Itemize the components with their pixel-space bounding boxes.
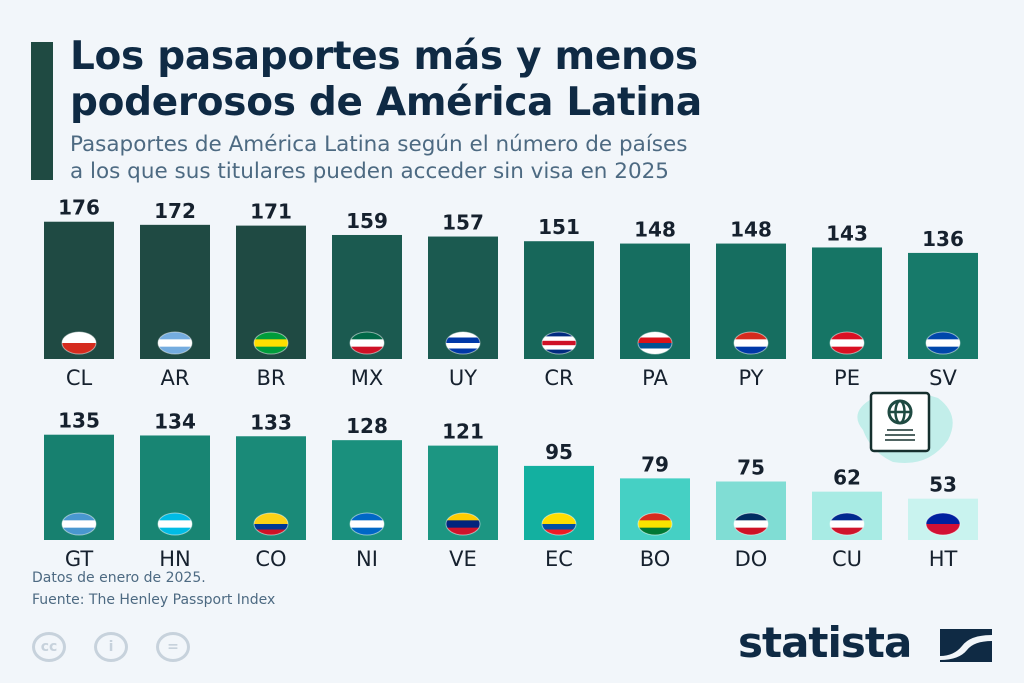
category-label: NI bbox=[356, 547, 378, 571]
category-label: HN bbox=[159, 547, 191, 571]
flag-icon bbox=[157, 512, 193, 536]
category-label: MX bbox=[351, 366, 384, 390]
flag-icon bbox=[349, 512, 385, 536]
flag-icon bbox=[541, 512, 577, 536]
data-label: 121 bbox=[442, 420, 484, 444]
bar-group-co: 133 CO bbox=[236, 410, 306, 571]
flag-icon bbox=[61, 331, 97, 355]
flag-icon bbox=[541, 331, 577, 355]
category-label: PE bbox=[834, 366, 860, 390]
statista-logo-mark-icon bbox=[940, 629, 992, 662]
category-label: CL bbox=[66, 366, 93, 390]
category-label: PY bbox=[738, 366, 763, 390]
flag-icon bbox=[733, 331, 769, 355]
data-label: 128 bbox=[346, 414, 388, 438]
category-label: CR bbox=[544, 366, 573, 390]
data-label: 75 bbox=[737, 456, 765, 480]
data-label: 159 bbox=[346, 209, 388, 233]
data-label: 151 bbox=[538, 215, 580, 239]
flag-icon bbox=[925, 512, 961, 536]
data-label: 95 bbox=[545, 440, 573, 464]
attribution-icon[interactable]: i bbox=[94, 632, 128, 662]
chart-title: Los pasaportes más y menos poderosos de … bbox=[70, 34, 702, 126]
bar-group-sv: 136 SV bbox=[908, 227, 978, 390]
data-label: 53 bbox=[929, 473, 957, 497]
data-label: 172 bbox=[154, 199, 196, 223]
flag-icon bbox=[925, 331, 961, 355]
category-label: UY bbox=[449, 366, 477, 390]
flag-icon bbox=[253, 331, 289, 355]
bar-group-pa: 148 PA bbox=[620, 218, 690, 390]
bar-group-mx: 159 MX bbox=[332, 209, 402, 390]
no-derivatives-icon[interactable]: = bbox=[156, 632, 190, 662]
data-note: Datos de enero de 2025. bbox=[32, 570, 206, 586]
bar-group-py: 148 PY bbox=[716, 218, 786, 390]
statista-logo[interactable]: statista bbox=[738, 618, 912, 667]
title-line-1: Los pasaportes más y menos bbox=[70, 34, 698, 79]
title-accent-bar bbox=[31, 42, 53, 180]
data-label: 171 bbox=[250, 200, 292, 224]
subtitle-line-2: a los que sus titulares pueden acceder s… bbox=[70, 159, 669, 184]
data-label: 134 bbox=[154, 409, 196, 433]
data-label: 136 bbox=[922, 227, 964, 251]
bar-group-cu: 62 CU bbox=[812, 466, 882, 571]
category-label: CO bbox=[255, 547, 286, 571]
category-label: SV bbox=[929, 366, 957, 390]
flag-icon bbox=[61, 512, 97, 536]
category-label: BR bbox=[257, 366, 286, 390]
bar-group-ni: 128 NI bbox=[332, 414, 402, 571]
bar-group-do: 75 DO bbox=[716, 456, 786, 571]
data-label: 143 bbox=[826, 221, 868, 245]
chart-subtitle: Pasaportes de América Latina según el nú… bbox=[70, 131, 687, 185]
bar-group-bo: 79 BO bbox=[620, 452, 690, 571]
category-label: VE bbox=[449, 547, 477, 571]
bar-group-hn: 134 HN bbox=[140, 409, 210, 571]
flag-icon bbox=[829, 331, 865, 355]
flag-icon bbox=[733, 512, 769, 536]
passport-icon bbox=[857, 391, 953, 464]
bar-group-ht: 53 HT bbox=[908, 473, 978, 571]
bar-group-cr: 151 CR bbox=[524, 215, 594, 390]
bar-group-br: 171 BR bbox=[236, 200, 306, 390]
flag-icon bbox=[445, 512, 481, 536]
bar-group-ve: 121 VE bbox=[428, 420, 498, 571]
category-label: AR bbox=[161, 366, 190, 390]
category-label: EC bbox=[545, 547, 573, 571]
flag-icon bbox=[637, 512, 673, 536]
bar-group-gt: 135 GT bbox=[44, 409, 114, 571]
category-label: CU bbox=[832, 547, 862, 571]
cc-icon[interactable]: cc bbox=[32, 632, 66, 662]
source-note: Fuente: The Henley Passport Index bbox=[32, 592, 276, 608]
data-label: 176 bbox=[58, 196, 100, 220]
title-line-2: poderosos de América Latina bbox=[70, 80, 702, 125]
bar-group-uy: 157 UY bbox=[428, 211, 498, 390]
data-label: 157 bbox=[442, 211, 484, 235]
data-label: 133 bbox=[250, 410, 292, 434]
flag-icon bbox=[157, 331, 193, 355]
category-label: HT bbox=[929, 547, 958, 571]
bar-group-ar: 172 AR bbox=[140, 199, 210, 390]
bar-group-ec: 95 EC bbox=[524, 440, 594, 571]
data-label: 79 bbox=[641, 452, 669, 476]
bar-group-cl: 176 CL bbox=[44, 196, 114, 390]
flag-icon bbox=[253, 512, 289, 536]
data-label: 148 bbox=[730, 218, 772, 242]
flag-icon bbox=[349, 331, 385, 355]
category-label: DO bbox=[735, 547, 768, 571]
category-label: GT bbox=[65, 547, 94, 571]
data-label: 148 bbox=[634, 218, 676, 242]
flag-icon bbox=[637, 331, 673, 355]
bar-group-pe: 143 PE bbox=[812, 221, 882, 390]
category-label: BO bbox=[640, 547, 671, 571]
data-label: 135 bbox=[58, 409, 100, 433]
category-label: PA bbox=[642, 366, 668, 390]
subtitle-line-1: Pasaportes de América Latina según el nú… bbox=[70, 132, 688, 157]
flag-icon bbox=[829, 512, 865, 536]
data-label: 62 bbox=[833, 466, 861, 490]
flag-icon bbox=[445, 331, 481, 355]
